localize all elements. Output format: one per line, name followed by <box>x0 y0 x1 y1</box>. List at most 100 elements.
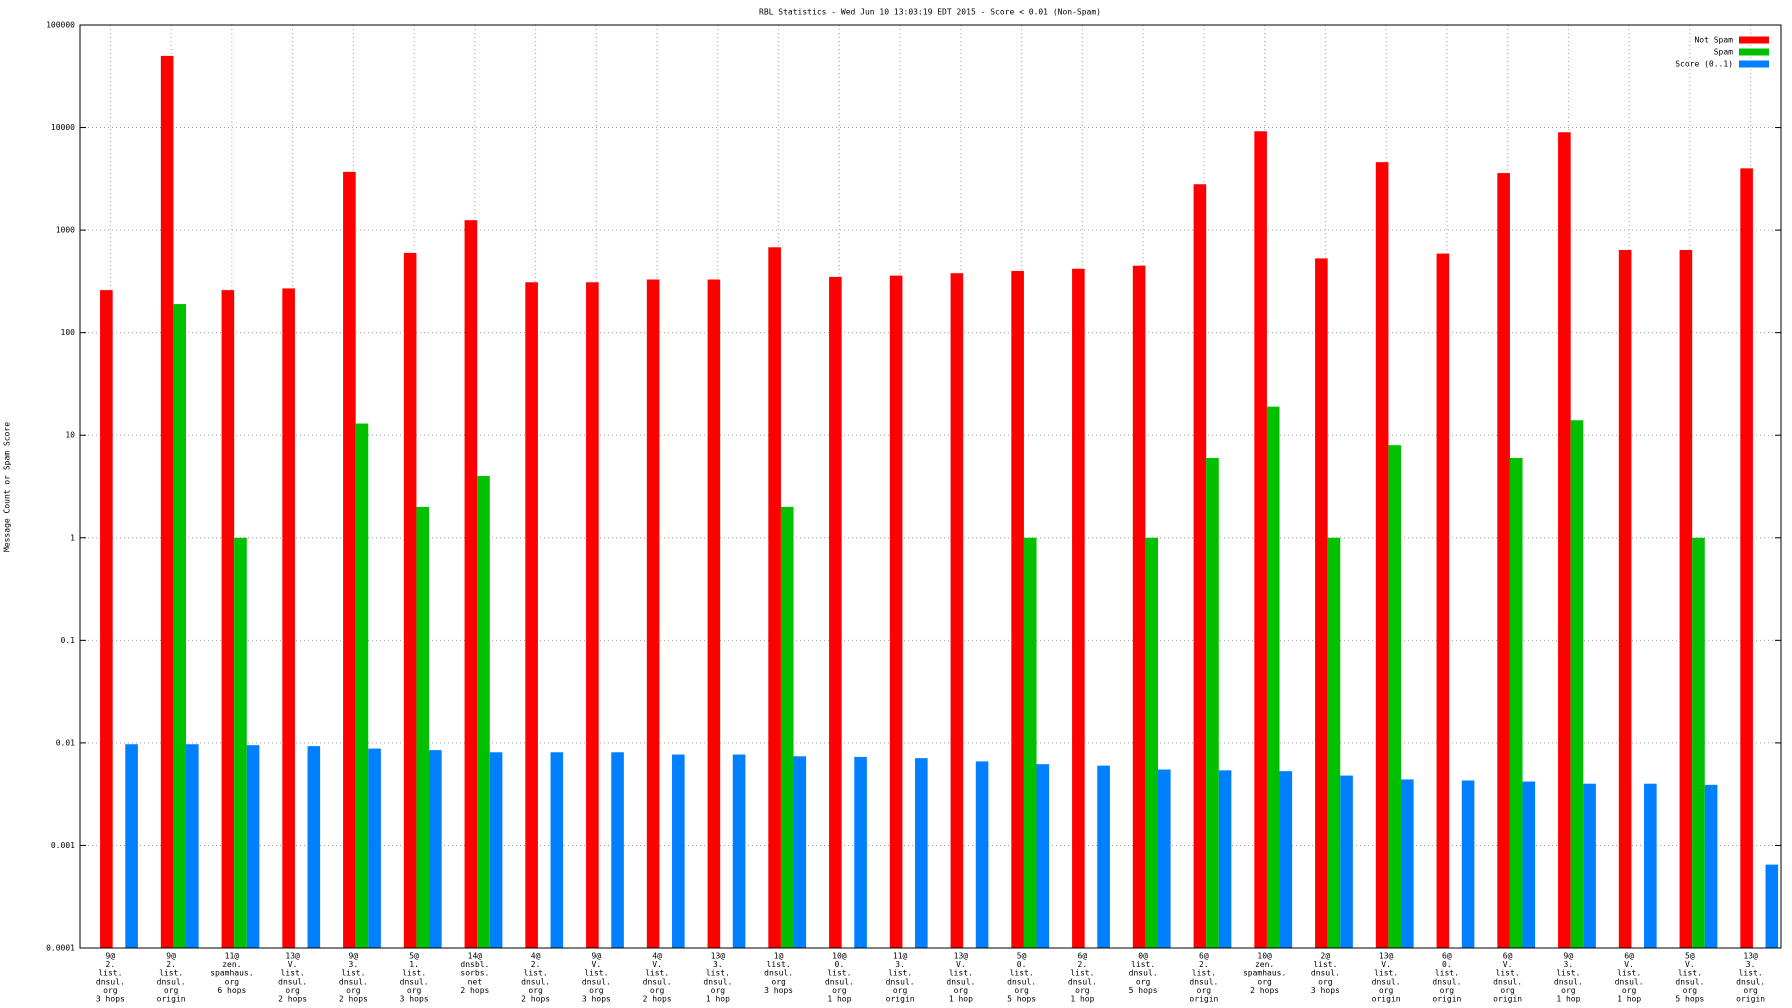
x-tick-label: list. <box>1739 969 1763 978</box>
x-tick-label: list. <box>1556 969 1580 978</box>
x-tick-label: org <box>225 977 240 986</box>
bar <box>1206 457 1219 948</box>
x-tick-label: dnsul. <box>1068 977 1097 986</box>
x-tick-label: 2 hops <box>643 995 672 1004</box>
y-tick-label: 0.01 <box>56 738 75 747</box>
bar <box>1218 770 1232 948</box>
bar <box>672 754 685 948</box>
x-tick-label: origin <box>1189 995 1218 1004</box>
bar <box>1327 537 1341 948</box>
x-tick-label: 6@ <box>1503 952 1513 961</box>
bar <box>950 273 964 948</box>
x-tick-label: 3 hops <box>1311 986 1340 995</box>
x-tick-label: 1 hop <box>706 995 730 1004</box>
bar <box>1644 783 1657 948</box>
bar <box>525 282 538 948</box>
bar <box>586 282 599 948</box>
bar <box>1011 270 1024 948</box>
x-tick-label: 9@ <box>1564 952 1574 961</box>
x-tick-label: dnsul. <box>278 977 307 986</box>
bar <box>368 748 381 948</box>
bar <box>355 423 369 948</box>
x-tick-label: dnsul. <box>1615 977 1644 986</box>
x-tick-label: 14@ <box>468 952 483 961</box>
bar <box>1704 784 1718 948</box>
legend-swatch <box>1739 60 1769 68</box>
x-tick-label: dnsul. <box>1493 977 1522 986</box>
x-tick-label: origin <box>1736 995 1765 1004</box>
bar <box>100 290 113 948</box>
x-tick-label: 9@ <box>106 952 116 961</box>
bar <box>1583 783 1596 948</box>
bar <box>1193 184 1207 948</box>
bar <box>160 55 174 948</box>
x-tick-label: org <box>1379 986 1394 995</box>
y-tick-label: 100 <box>61 328 76 337</box>
x-tick-label: 13@ <box>1743 952 1758 961</box>
x-tick-label: 6 hops <box>217 986 246 995</box>
x-tick-label: 2 hops <box>1250 986 1279 995</box>
x-tick-label: dnsul. <box>1372 977 1401 986</box>
y-tick-label: 1 <box>70 533 75 542</box>
x-tick-label: list. <box>1192 969 1216 978</box>
x-tick-label: 2. <box>1199 960 1209 969</box>
y-tick-label: 10 <box>65 431 75 440</box>
bar <box>793 756 807 948</box>
x-tick-label: dnsul. <box>1675 977 1704 986</box>
x-tick-label: org <box>1622 986 1637 995</box>
x-tick-label: zen. <box>1255 960 1274 969</box>
x-tick-label: 2@ <box>1321 952 1331 961</box>
x-tick-label: 11@ <box>893 952 908 961</box>
x-tick-label: list. <box>1617 969 1641 978</box>
bar <box>173 304 187 948</box>
x-tick-label: list. <box>1374 969 1398 978</box>
bar <box>234 537 247 948</box>
y-tick-label: 0.0001 <box>46 944 75 953</box>
x-tick-label: dnsul. <box>1129 969 1158 978</box>
x-tick-label: org <box>1683 986 1698 995</box>
bar <box>1340 775 1353 948</box>
bar <box>221 290 235 948</box>
x-tick-label: 1. <box>409 960 419 969</box>
x-tick-label: dnsul. <box>764 969 793 978</box>
x-tick-label: list. <box>1678 969 1702 978</box>
bar <box>854 756 867 948</box>
bar <box>780 506 794 948</box>
bar <box>246 745 260 948</box>
x-tick-label: dnsul. <box>400 977 429 986</box>
x-tick-label: dnsul. <box>825 977 854 986</box>
bar <box>1315 258 1328 948</box>
bar <box>1023 537 1037 948</box>
x-tick-label: list. <box>524 969 548 978</box>
x-tick-label: org <box>771 977 786 986</box>
x-tick-label: net <box>468 977 483 986</box>
bar <box>186 744 199 948</box>
x-tick-label: V. <box>1685 960 1695 969</box>
x-tick-label: dnsul. <box>157 977 186 986</box>
x-tick-label: 2 hops <box>278 995 307 1004</box>
bar <box>1765 864 1779 948</box>
x-tick-label: org <box>832 986 847 995</box>
x-tick-label: org <box>346 986 361 995</box>
x-tick-label: 0. <box>1442 960 1452 969</box>
x-tick-label: 13@ <box>954 952 969 961</box>
bar <box>125 744 138 948</box>
x-tick-label: list. <box>402 969 426 978</box>
bar <box>1740 168 1753 948</box>
x-tick-label: 1 hop <box>949 995 973 1004</box>
x-tick-label: 3 hops <box>582 995 611 1004</box>
y-tick-label: 100000 <box>46 21 75 30</box>
x-tick-label: 3. <box>349 960 359 969</box>
x-tick-label: dnsul. <box>643 977 672 986</box>
x-tick-label: origin <box>886 995 915 1004</box>
bar <box>1145 537 1159 948</box>
x-tick-label: 13@ <box>711 952 726 961</box>
x-tick-label: 1 hop <box>827 995 851 1004</box>
x-tick-label: list. <box>341 969 365 978</box>
x-tick-label: 2 hops <box>339 995 368 1004</box>
bar <box>1461 780 1475 948</box>
x-tick-label: org <box>893 986 908 995</box>
x-tick-label: 0. <box>835 960 845 969</box>
x-tick-label: origin <box>1493 995 1522 1004</box>
x-tick-label: spamhaus. <box>210 969 253 978</box>
